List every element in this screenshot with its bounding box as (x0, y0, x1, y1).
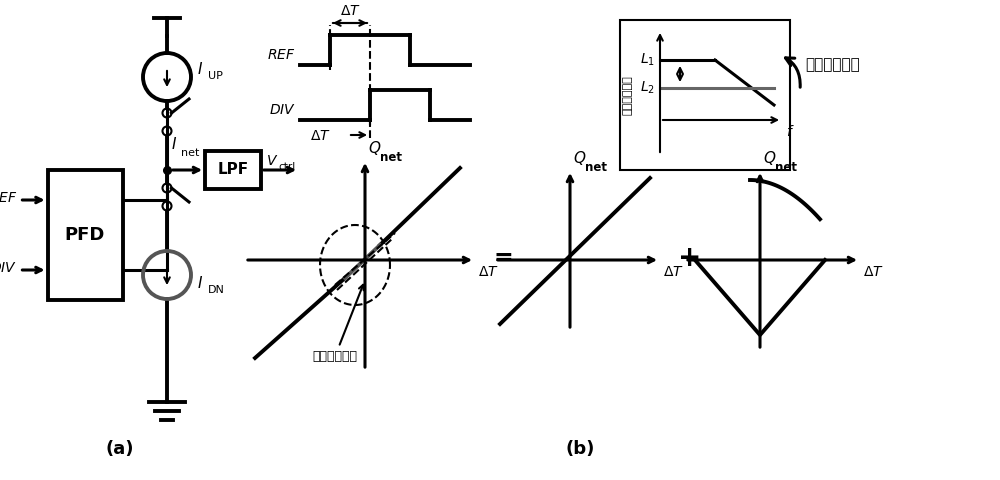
Text: =: = (493, 246, 513, 270)
Text: +: + (678, 244, 702, 272)
Text: $REF$: $REF$ (267, 48, 296, 62)
Text: （非线性区）: （非线性区） (312, 285, 364, 363)
Text: $Q$: $Q$ (573, 149, 586, 167)
Text: net: net (585, 161, 607, 174)
Text: $\Delta T$: $\Delta T$ (863, 265, 884, 279)
Bar (620, 20, 790, 170)
Text: $Q$: $Q$ (368, 139, 381, 157)
Text: DN: DN (208, 285, 225, 295)
Text: $\Delta T$: $\Delta T$ (310, 129, 331, 143)
Text: net: net (775, 161, 797, 174)
Text: $\Delta T$: $\Delta T$ (340, 4, 360, 18)
Text: $f$: $f$ (786, 124, 795, 139)
Text: $L_2$: $L_2$ (640, 80, 655, 96)
Text: $DIV$: $DIV$ (0, 261, 18, 275)
Text: （相位噪声）: （相位噪声） (623, 75, 633, 115)
Text: net: net (380, 151, 402, 164)
Text: ctrl: ctrl (278, 162, 295, 172)
Text: 带内噪声恶化: 带内噪声恶化 (805, 58, 860, 72)
Text: $\Delta T$: $\Delta T$ (478, 265, 499, 279)
Text: $V$: $V$ (266, 154, 278, 168)
FancyArrowPatch shape (785, 58, 800, 87)
Text: LPF: LPF (217, 163, 249, 178)
Text: net: net (181, 148, 199, 158)
Text: $REF$: $REF$ (0, 191, 18, 205)
Text: (b): (b) (565, 440, 595, 458)
Text: $I$: $I$ (171, 136, 177, 152)
Text: $DIV$: $DIV$ (269, 103, 296, 117)
Bar (205, 151, 261, 189)
Text: UP: UP (208, 71, 223, 81)
Text: $L_1$: $L_1$ (640, 52, 655, 68)
Text: $I$: $I$ (197, 275, 203, 291)
Text: $Q$: $Q$ (763, 149, 776, 167)
Text: $I$: $I$ (197, 61, 203, 77)
Text: (a): (a) (106, 440, 134, 458)
Text: $\Delta T$: $\Delta T$ (663, 265, 684, 279)
Text: PFD: PFD (65, 226, 105, 244)
Bar (48, 170, 122, 300)
